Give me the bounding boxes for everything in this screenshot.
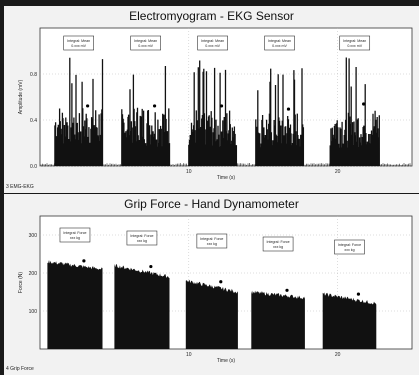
emg-title: Electromyogram - EKG Sensor (129, 9, 294, 23)
y-tick-label: 100 (29, 309, 38, 315)
y-tick-label: 0.8 (30, 72, 37, 78)
y-tick-label: 300 (29, 233, 38, 239)
annotation-frame (197, 35, 228, 51)
annotation-frame (262, 236, 294, 252)
emg-burst (54, 57, 104, 166)
y-axis-label: Force (N) (18, 272, 24, 293)
annotation-line1: Integral: Mean (201, 39, 224, 43)
annotation-frame (59, 227, 91, 243)
annotation-frame (63, 35, 94, 51)
emg-corner-label: 3 EMG-EKG (6, 184, 34, 190)
measure-marker (362, 102, 366, 106)
measure-marker (219, 104, 224, 108)
annotation-line2: 0.xxx mV (71, 44, 86, 48)
annotation-line1: Integral: Mean (67, 39, 90, 43)
measure-marker (86, 104, 90, 108)
x-axis-label: Time (s) (217, 175, 235, 181)
grip-panel: Grip Force - Hand Dynamometer 300 200 100 1… (4, 194, 419, 375)
annotation-line1: Integral: Force (130, 234, 153, 238)
annotation-frame (196, 233, 228, 249)
annotation-line1: Integral: Force (63, 231, 86, 235)
annotation-line2: 0.xxx mV (272, 44, 287, 48)
grip-corner-label: 4 Grip Force (6, 366, 34, 372)
y-tick-label: 200 (29, 271, 38, 277)
annotation-frame (126, 230, 158, 246)
x-tick-label: 10 (186, 169, 192, 175)
emg-burst (188, 60, 238, 166)
annotation-line2: xxx kg (207, 242, 217, 246)
x-axis-label: Time (s) (217, 358, 235, 364)
grip-title: Grip Force - Hand Dynamometer (124, 197, 299, 211)
force-burst (322, 292, 377, 349)
emg-burst (255, 68, 305, 166)
force-burst (251, 290, 305, 349)
measure-marker (152, 104, 157, 108)
annotation-line2: 0.xxx mV (138, 44, 153, 48)
annotation-frame (264, 35, 295, 51)
measure-marker (82, 259, 86, 263)
annotation-frame (130, 35, 161, 51)
y-axis-label: Amplitude (mV) (18, 79, 24, 114)
annotation-frame (339, 35, 371, 51)
measure-marker (149, 264, 153, 269)
annotation-line1: Integral: Mean (134, 39, 157, 43)
measure-marker (219, 280, 223, 284)
x-tick-label: 20 (335, 352, 341, 358)
annotation-line1: Integral: Force (266, 240, 289, 244)
grip-chart: 300 200 100 10 20 Time (s) Force (N) Integral: … (18, 215, 413, 364)
force-burst (114, 263, 170, 349)
force-burst (185, 279, 238, 349)
measure-marker (356, 292, 361, 296)
annotation-line2: xxx kg (70, 236, 80, 240)
annotation-line1: Integral: Mean (343, 39, 366, 43)
annotation-line1: Integral: Force (338, 243, 361, 247)
annotation-line1: Integral: Force (200, 237, 223, 241)
annotation-line2: 0.xxx mV (205, 44, 220, 48)
emg-burst (329, 57, 380, 166)
annotation-line2: 0.xxx mV (347, 44, 362, 48)
emg-burst (121, 66, 171, 166)
annotation-line2: xxx kg (273, 245, 283, 249)
annotation-line2: xxx kg (137, 239, 147, 243)
annotation-line2: xxx kg (344, 248, 354, 252)
y-tick-label: 0.0 (30, 164, 37, 170)
y-tick-label: 0.4 (30, 118, 37, 124)
annotation-frame (334, 239, 365, 255)
force-burst (47, 260, 103, 349)
emg-panel: Electromyogram - EKG Sensor 0.8 0.4 0.0 10 2… (4, 6, 419, 193)
x-tick-label: 10 (186, 352, 192, 358)
emg-chart: 0.8 0.4 0.0 10 20 Time (s) Amplitude (mV) Integ… (18, 27, 413, 181)
baseline-noise (40, 163, 411, 166)
measure-marker (286, 107, 291, 111)
x-tick-label: 20 (335, 169, 341, 175)
measure-marker (285, 288, 289, 292)
annotation-line1: Integral: Mean (268, 39, 291, 43)
